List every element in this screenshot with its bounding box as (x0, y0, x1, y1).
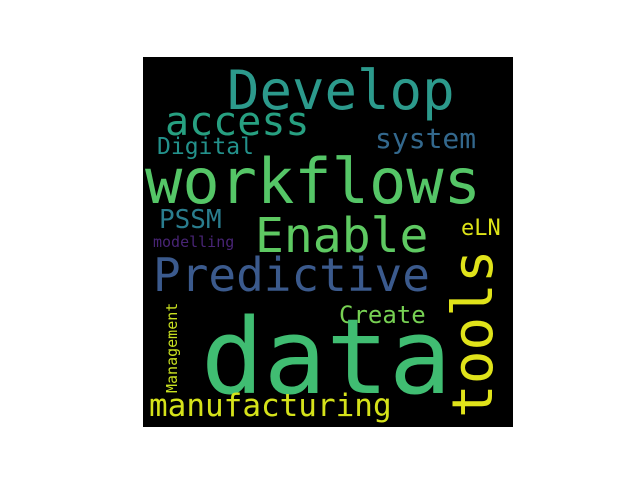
word-cloud: Develop access system Digital workflows … (143, 57, 513, 427)
word-data: data (201, 296, 452, 418)
word-develop: Develop (227, 59, 455, 122)
word-enable: Enable (255, 208, 429, 264)
word-workflows: workflows (145, 145, 481, 218)
word-tools: tools (441, 249, 506, 418)
word-manufacturing: manufacturing (149, 388, 392, 424)
word-pssm: PSSM (159, 205, 222, 235)
word-access: access (165, 99, 310, 145)
word-eln: eLN (461, 216, 501, 241)
word-create: Create (339, 301, 426, 329)
word-digital: Digital (157, 134, 254, 160)
word-system: system (375, 122, 477, 155)
word-management: Management (163, 302, 181, 393)
word-modelling: modelling (153, 233, 235, 251)
word-predictive: Predictive (153, 248, 430, 302)
